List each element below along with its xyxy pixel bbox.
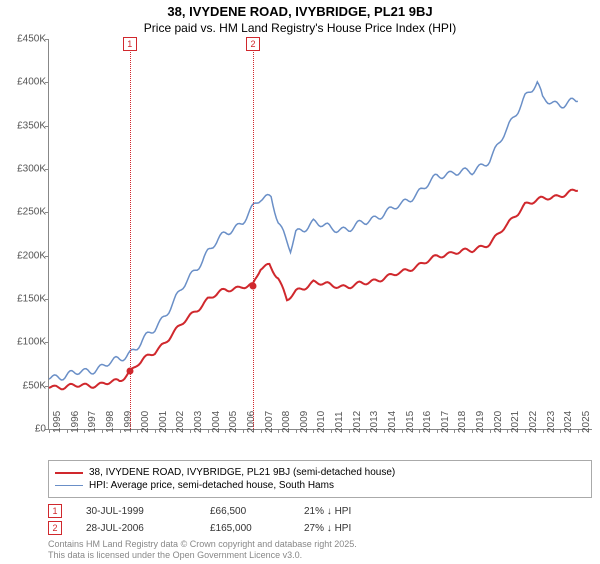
- x-axis-label: 2009: [299, 411, 310, 433]
- sale-marker-badge: 2: [246, 37, 260, 51]
- x-axis-label: 1996: [70, 411, 81, 433]
- legend-item: 38, IVYDENE ROAD, IVYBRIDGE, PL21 9BJ (s…: [55, 467, 585, 478]
- sale-marker-dot: [126, 368, 133, 375]
- y-axis-label: £250K: [17, 207, 49, 218]
- x-axis-label: 1997: [87, 411, 98, 433]
- x-axis-label: 2005: [228, 411, 239, 433]
- x-axis-label: 2008: [281, 411, 292, 433]
- legend-swatch: [55, 485, 83, 486]
- sale-marker-line: [253, 39, 254, 429]
- sale-row: 2 28-JUL-2006 £165,000 27% ↓ HPI: [48, 521, 592, 535]
- y-axis-label: £200K: [17, 250, 49, 261]
- x-axis-label: 1998: [105, 411, 116, 433]
- sale-delta: 27% ↓ HPI: [304, 523, 364, 534]
- x-axis-label: 2000: [140, 411, 151, 433]
- x-axis-label: 2020: [493, 411, 504, 433]
- legend-swatch: [55, 472, 83, 474]
- plot-area: £0£50K£100K£150K£200K£250K£300K£350K£400…: [48, 39, 592, 430]
- sale-marker-dot: [249, 283, 256, 290]
- y-axis-label: £100K: [17, 337, 49, 348]
- x-axis-label: 1999: [123, 411, 134, 433]
- x-axis-label: 2002: [175, 411, 186, 433]
- x-axis-label: 2018: [457, 411, 468, 433]
- x-axis-label: 2006: [246, 411, 257, 433]
- sale-price: £66,500: [210, 506, 280, 517]
- footer-line: Contains HM Land Registry data © Crown c…: [48, 539, 592, 550]
- y-axis-label: £300K: [17, 164, 49, 175]
- footer: Contains HM Land Registry data © Crown c…: [48, 539, 592, 561]
- legend: 38, IVYDENE ROAD, IVYBRIDGE, PL21 9BJ (s…: [48, 460, 592, 498]
- chart-title: 38, IVYDENE ROAD, IVYBRIDGE, PL21 9BJ: [0, 4, 600, 19]
- sale-badge: 1: [48, 504, 62, 518]
- x-axis-label: 2022: [528, 411, 539, 433]
- x-axis-label: 2014: [387, 411, 398, 433]
- x-axis-label: 2021: [510, 411, 521, 433]
- x-axis-label: 2023: [546, 411, 557, 433]
- legend-item: HPI: Average price, semi-detached house,…: [55, 480, 585, 491]
- x-axis-label: 2012: [352, 411, 363, 433]
- x-axis-label: 2010: [316, 411, 327, 433]
- y-axis-label: £0: [35, 424, 49, 435]
- y-axis-label: £350K: [17, 120, 49, 131]
- legend-label: 38, IVYDENE ROAD, IVYBRIDGE, PL21 9BJ (s…: [89, 467, 395, 478]
- sale-date: 28-JUL-2006: [86, 523, 186, 534]
- x-axis-label: 2011: [334, 411, 345, 433]
- x-axis-label: 2015: [405, 411, 416, 433]
- sale-marker-badge: 1: [123, 37, 137, 51]
- series-hpi: [49, 82, 578, 380]
- x-axis-label: 2025: [581, 411, 592, 433]
- sales-table: 1 30-JUL-1999 £66,500 21% ↓ HPI 2 28-JUL-2006…: [48, 504, 592, 535]
- y-axis-label: £150K: [17, 294, 49, 305]
- x-axis-label: 2007: [264, 411, 275, 433]
- footer-line: This data is licensed under the Open Gov…: [48, 550, 592, 561]
- sale-delta: 21% ↓ HPI: [304, 506, 364, 517]
- sale-date: 30-JUL-1999: [86, 506, 186, 517]
- sale-badge: 2: [48, 521, 62, 535]
- x-axis-label: 2004: [211, 411, 222, 433]
- x-axis-label: 1995: [52, 411, 63, 433]
- x-axis-label: 2019: [475, 411, 486, 433]
- y-axis-label: £450K: [17, 34, 49, 45]
- x-axis-label: 2003: [193, 411, 204, 433]
- sale-row: 1 30-JUL-1999 £66,500 21% ↓ HPI: [48, 504, 592, 518]
- x-axis-label: 2024: [563, 411, 574, 433]
- x-axis-label: 2001: [158, 411, 169, 433]
- sale-price: £165,000: [210, 523, 280, 534]
- x-axis-label: 2016: [422, 411, 433, 433]
- x-axis-label: 2013: [369, 411, 380, 433]
- y-axis-label: £50K: [23, 380, 49, 391]
- chart-container: 38, IVYDENE ROAD, IVYBRIDGE, PL21 9BJ Pr…: [0, 4, 600, 564]
- y-axis-label: £400K: [17, 77, 49, 88]
- legend-label: HPI: Average price, semi-detached house,…: [89, 480, 334, 491]
- x-axis-label: 2017: [440, 411, 451, 433]
- chart-subtitle: Price paid vs. HM Land Registry's House …: [0, 21, 600, 35]
